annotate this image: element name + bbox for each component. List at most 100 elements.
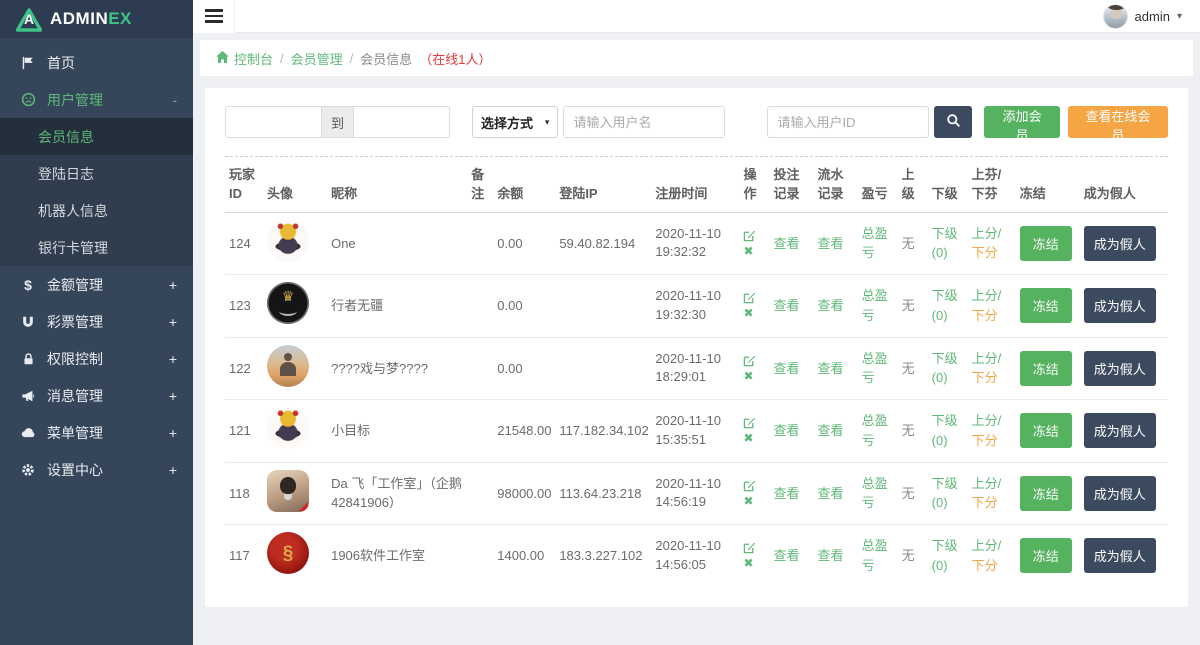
add-points-link[interactable]: 上分/	[971, 538, 1002, 554]
view-online-members-button[interactable]: 查看在线会员	[1067, 106, 1168, 143]
flow-record-link[interactable]: 查看	[817, 548, 844, 564]
delete-icon[interactable]: ✖	[743, 368, 754, 383]
add-points-link[interactable]: 上分/	[971, 475, 1002, 491]
search-button[interactable]	[934, 106, 973, 138]
flow-record-link[interactable]: 查看	[817, 360, 844, 376]
bet-record-link[interactable]: 查看	[773, 235, 800, 251]
balance: 21548.00	[493, 399, 556, 463]
edit-icon[interactable]	[743, 354, 765, 369]
edit-icon[interactable]	[743, 416, 765, 431]
become-fake-button[interactable]: 成为假人	[1083, 350, 1156, 386]
freeze-button[interactable]: 冻结	[1019, 288, 1072, 324]
breadcrumb-section-link[interactable]: 会员管理	[290, 51, 343, 67]
become-fake-button[interactable]: 成为假人	[1083, 288, 1156, 324]
sidebar-item-label: 用户管理	[47, 91, 103, 108]
expand-plus-icon[interactable]: +	[168, 313, 177, 330]
delete-icon[interactable]: ✖	[743, 493, 754, 508]
edit-icon[interactable]	[743, 291, 765, 306]
delete-icon[interactable]: ✖	[743, 431, 754, 446]
subordinates-link[interactable]: 下级(0)	[931, 413, 958, 448]
avatar	[267, 282, 310, 325]
edit-icon[interactable]	[743, 541, 765, 556]
deduct-points-link[interactable]: 下分	[971, 432, 998, 448]
deduct-points-link[interactable]: 下分	[971, 307, 998, 323]
flow-record-link[interactable]: 查看	[817, 298, 844, 314]
freeze-button[interactable]: 冻结	[1019, 350, 1072, 386]
sidebar-toggle-button[interactable]	[193, 0, 235, 33]
sidebar-item-menu-management[interactable]: 菜单管理 +	[0, 414, 193, 451]
sidebar-item-settings-center[interactable]: 设置中心 +	[0, 451, 193, 488]
bet-record-link[interactable]: 查看	[773, 423, 800, 439]
sidebar-item-label: 金额管理	[47, 276, 103, 293]
sidebar-item-permission-control[interactable]: 权限控制 +	[0, 340, 193, 377]
user-menu[interactable]: admin ▾	[1102, 3, 1200, 29]
become-fake-button[interactable]: 成为假人	[1083, 538, 1156, 574]
edit-icon[interactable]	[743, 229, 765, 244]
sidebar-item-lottery-management[interactable]: 彩票管理 +	[0, 303, 193, 340]
become-fake-button[interactable]: 成为假人	[1083, 413, 1156, 449]
range-to-input[interactable]	[354, 106, 451, 138]
breadcrumb-home-link[interactable]: 控制台	[216, 49, 273, 68]
profit-link[interactable]: 总盈亏	[861, 288, 888, 323]
range-separator-label: 到	[321, 106, 355, 138]
deduct-points-link[interactable]: 下分	[971, 370, 998, 386]
range-from-input[interactable]	[225, 106, 321, 138]
register-time: 2020-11-10 18:29:01	[651, 336, 740, 400]
profit-link[interactable]: 总盈亏	[861, 475, 888, 511]
subordinates-link[interactable]: 下级(0)	[931, 288, 958, 323]
subordinates-link[interactable]: 下级(0)	[931, 225, 958, 261]
subordinates-link[interactable]: 下级(0)	[931, 538, 958, 573]
become-fake-button[interactable]: 成为假人	[1083, 475, 1156, 511]
remark	[467, 274, 494, 338]
profit-link[interactable]: 总盈亏	[861, 350, 888, 386]
sidebar-item-robot-info[interactable]: 机器人信息	[38, 202, 108, 219]
sidebar-item-member-info[interactable]: 会员信息	[0, 118, 193, 155]
expand-plus-icon[interactable]: +	[168, 276, 177, 293]
freeze-button[interactable]: 冻结	[1019, 538, 1072, 574]
edit-icon[interactable]	[743, 479, 765, 494]
userid-search-input[interactable]	[767, 106, 930, 138]
expand-plus-icon[interactable]: +	[168, 387, 177, 404]
expand-plus-icon[interactable]: +	[168, 424, 177, 441]
profit-link[interactable]: 总盈亏	[861, 538, 888, 573]
username-search-input[interactable]	[563, 106, 726, 138]
subordinates-link[interactable]: 下级(0)	[931, 475, 958, 511]
sidebar-item-user-management[interactable]: 用户管理 -	[0, 81, 193, 118]
profit-link[interactable]: 总盈亏	[861, 413, 888, 448]
bet-record-link[interactable]: 查看	[773, 298, 800, 314]
sidebar-item-message-management[interactable]: 消息管理 +	[0, 377, 193, 414]
add-points-link[interactable]: 上分/	[971, 288, 1002, 304]
search-mode-select[interactable]: 选择方式 ▾	[472, 106, 559, 138]
add-points-link[interactable]: 上分/	[971, 413, 1002, 429]
bet-record-link[interactable]: 查看	[773, 485, 800, 501]
collapse-minus-icon[interactable]: -	[172, 91, 177, 108]
deduct-points-link[interactable]: 下分	[971, 245, 998, 261]
add-points-link[interactable]: 上分/	[971, 225, 1002, 241]
app-logo[interactable]: A ADMINEX	[0, 0, 193, 38]
expand-plus-icon[interactable]: +	[168, 350, 177, 367]
delete-icon[interactable]: ✖	[743, 243, 754, 258]
flow-record-link[interactable]: 查看	[817, 423, 844, 439]
home-icon	[216, 50, 229, 66]
bet-record-link[interactable]: 查看	[773, 360, 800, 376]
deduct-points-link[interactable]: 下分	[971, 495, 998, 511]
profit-link[interactable]: 总盈亏	[861, 225, 888, 261]
freeze-button[interactable]: 冻结	[1019, 225, 1072, 261]
sidebar-item-amount-management[interactable]: $ 金额管理 +	[0, 266, 193, 303]
subordinates-link[interactable]: 下级(0)	[931, 350, 958, 386]
bet-record-link[interactable]: 查看	[773, 548, 800, 564]
freeze-button[interactable]: 冻结	[1019, 475, 1072, 511]
freeze-button[interactable]: 冻结	[1019, 413, 1072, 449]
delete-icon[interactable]: ✖	[743, 556, 754, 571]
sidebar-item-login-log[interactable]: 登陆日志	[38, 165, 94, 182]
flow-record-link[interactable]: 查看	[817, 485, 844, 501]
flow-record-link[interactable]: 查看	[817, 235, 844, 251]
delete-icon[interactable]: ✖	[743, 306, 754, 321]
deduct-points-link[interactable]: 下分	[971, 557, 998, 573]
sidebar-item-home[interactable]: 首页	[0, 44, 193, 81]
sidebar-item-bankcard[interactable]: 银行卡管理	[38, 239, 108, 256]
add-points-link[interactable]: 上分/	[971, 350, 1002, 366]
expand-plus-icon[interactable]: +	[168, 461, 177, 478]
become-fake-button[interactable]: 成为假人	[1083, 225, 1156, 261]
add-member-button[interactable]: 添加会员	[984, 106, 1060, 143]
